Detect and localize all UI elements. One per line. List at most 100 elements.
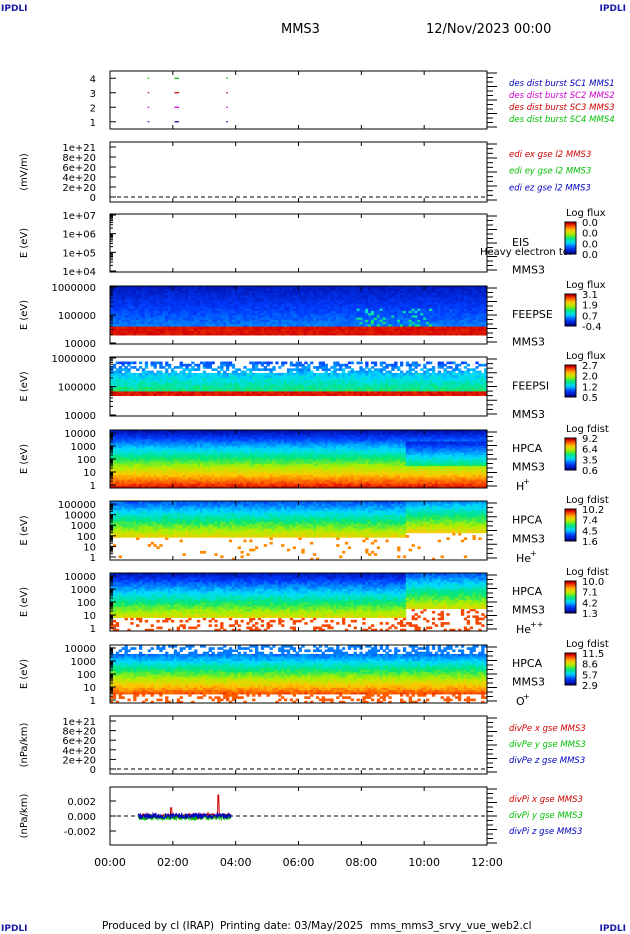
feepsi-panel-pixel — [284, 372, 288, 376]
feepsi-panel-pixel — [315, 372, 320, 376]
feepse-panel-pixel — [234, 299, 238, 303]
feepse-panel-pixel — [197, 286, 201, 289]
feepsi-panel-pixel — [173, 384, 178, 387]
feepsi-panel-pixel — [153, 384, 157, 387]
feepse-panel-pixel — [417, 303, 421, 307]
feepse-panel-pixel — [339, 328, 343, 332]
feepse-panel-pixel — [133, 301, 137, 305]
feepse-panel-pixel — [115, 301, 120, 305]
feepse-panel-pixel — [330, 310, 334, 314]
feepse-panel-pixel — [336, 290, 340, 294]
feepsi-panel-pixel — [272, 384, 276, 387]
feepsi-panel-pixel — [170, 375, 175, 378]
feepse-panel-pixel — [356, 317, 360, 320]
feepsi-panel-pixel — [284, 381, 288, 385]
feepse-panel-pixel — [281, 286, 285, 289]
feepse-panel-pixel — [342, 326, 346, 329]
eis-panel-colorbar-cell — [565, 232, 576, 235]
feepse-panel-pixel — [394, 292, 398, 296]
feepsi-panel-pixel — [217, 388, 221, 392]
feepse-panel-pixel — [321, 301, 325, 305]
feepsi-panel-pixel — [431, 377, 436, 381]
feepse-panel-pixel — [115, 319, 120, 323]
feepsi-panel-pixel — [141, 381, 146, 385]
feepsi-panel-pixel — [342, 384, 346, 387]
feepse-panel-pixel — [298, 323, 302, 327]
feepse-panel-pixel — [376, 321, 381, 325]
feepsi-panel-pixel — [278, 386, 282, 390]
feepsi-panel-pixel — [214, 375, 218, 378]
feepsi-panel-pixel — [197, 391, 201, 394]
feepse-panel-pixel — [434, 286, 439, 289]
feepse-panel-pixel — [188, 312, 192, 316]
feepse-panel-pixel — [127, 315, 131, 318]
feepse-panel-pixel — [234, 301, 238, 305]
feepse-panel-pixel — [362, 317, 366, 320]
feepsi-panel-pixel — [365, 375, 369, 378]
feepsi-panel-pixel — [463, 393, 468, 396]
feepsi-panel-pixel — [292, 393, 296, 396]
feepse-panel-pixel — [350, 310, 354, 314]
feepsi-panel-pixel — [188, 368, 192, 372]
feepse-panel-pixel — [414, 332, 418, 336]
feepsi-panel-pixel — [318, 381, 323, 385]
feepsi-panel-pixel — [153, 391, 157, 394]
feepse-panel-pixel — [373, 330, 378, 334]
eis-panel-ytick-label: 1e+04 — [62, 267, 96, 278]
feepse-panel-pixel — [356, 332, 360, 336]
feepse-panel-pixel — [121, 308, 125, 311]
feepse-panel-pixel — [281, 312, 285, 316]
feepsi-panel-pixel — [112, 372, 117, 376]
feepsi-panel-pixel — [226, 361, 230, 365]
feepse-panel-pixel — [147, 323, 151, 327]
feepsi-panel-pixel — [359, 384, 363, 387]
feepsi-panel-pixel — [153, 393, 157, 396]
feepse-panel-pixel — [260, 288, 265, 291]
feepsi-panel-pixel — [249, 377, 253, 381]
feepse-panel-pixel — [446, 297, 450, 300]
feepse-panel-pixel — [136, 308, 140, 311]
feepse-panel-pixel — [437, 330, 441, 334]
feepse-panel-pixel — [382, 321, 386, 325]
feepse-panel-pixel — [162, 294, 166, 298]
feepse-panel-pixel — [141, 299, 146, 303]
feepse-panel-pixel — [402, 303, 407, 307]
feepse-panel-pixel — [182, 299, 186, 303]
feepse-panel-pixel — [336, 317, 340, 320]
feepse-panel-pixel — [153, 286, 157, 289]
feepse-panel-pixel — [391, 303, 395, 307]
feepse-panel-pixel — [475, 288, 479, 291]
feepse-panel-pixel — [373, 301, 378, 305]
feepse-panel-pixel — [472, 330, 476, 334]
feepse-panel-pixel — [313, 328, 317, 332]
feepse-panel-pixel — [150, 326, 154, 329]
feepsi-panel-pixel — [423, 366, 427, 369]
feepse-panel-pixel — [371, 303, 375, 307]
feepsi-panel-pixel — [139, 388, 143, 392]
feepse-panel-pixel — [199, 286, 204, 289]
feepsi-panel-pixel — [327, 381, 331, 385]
feepsi-panel-pixel — [469, 375, 473, 378]
feepse-panel-pixel — [223, 321, 227, 325]
feepse-panel-pixel — [214, 332, 218, 336]
feepse-panel-pixel — [260, 310, 265, 314]
feepse-panel-pixel — [449, 299, 453, 303]
feepse-panel-pixel — [298, 321, 302, 325]
feepse-panel-pixel — [194, 290, 198, 294]
feepse-panel-pixel — [397, 288, 401, 291]
feepsi-panel-pixel — [350, 361, 354, 365]
feepse-panel-pixel — [298, 326, 302, 329]
feepsi-panel-pixel — [336, 375, 340, 378]
feepse-panel-pixel — [449, 290, 453, 294]
feepse-panel-pixel — [408, 288, 412, 291]
feepse-panel-pixel — [205, 290, 209, 294]
feepsi-panel-pixel — [208, 386, 212, 390]
feepsi-panel-pixel — [469, 377, 473, 381]
feepse-panel-pixel — [257, 308, 262, 311]
feepsi-panel-pixel — [339, 363, 343, 367]
feepsi-panel-pixel — [205, 361, 209, 365]
feepsi-panel-pixel — [304, 388, 308, 392]
feepsi-panel-pixel — [278, 381, 282, 385]
feepse-panel-pixel — [292, 319, 296, 323]
feepsi-panel-pixel — [339, 386, 343, 390]
